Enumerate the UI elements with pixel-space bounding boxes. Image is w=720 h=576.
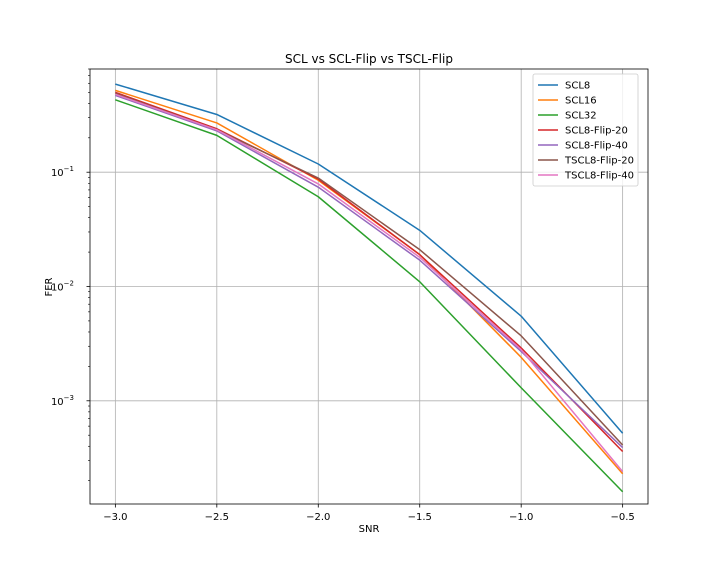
legend-label: SCL8 xyxy=(565,81,590,92)
x-tick-label: −2.0 xyxy=(306,512,330,523)
y-axis-title: FER xyxy=(44,277,55,296)
chart-title: SCL vs SCL-Flip vs TSCL-Flip xyxy=(285,52,453,66)
x-tick-label: −1.0 xyxy=(509,512,533,523)
x-tick-label: −2.5 xyxy=(205,512,229,523)
x-tick-label: −3.0 xyxy=(103,512,127,523)
x-tick-label: −0.5 xyxy=(610,512,634,523)
y-axis: 10−3 10−2 10−1 xyxy=(51,68,90,481)
series-lines xyxy=(115,83,624,493)
y-tick-label: 10−1 xyxy=(51,165,74,179)
grid xyxy=(90,69,648,504)
x-axis-title: SNR xyxy=(359,524,380,535)
legend-label: SCL16 xyxy=(565,96,597,107)
legend-label: SCL8-Flip-40 xyxy=(565,141,628,152)
y-tick-label: 10−3 xyxy=(51,394,74,408)
legend-label: TSCL8-Flip-40 xyxy=(564,171,634,182)
series-line-scl8 xyxy=(115,83,624,434)
x-axis: −3.0 −2.5 −2.0 −1.5 −1.0 −0.5 xyxy=(103,504,635,523)
legend: SCL8 SCL16 SCL32 SCL8-Flip-20 SCL8-Flip-40 TS… xyxy=(532,73,639,187)
series-line-scl8-flip-40 xyxy=(115,94,624,449)
series-line-scl8-flip-20 xyxy=(115,91,624,453)
legend-label: SCL32 xyxy=(565,111,597,122)
legend-label: SCL8-Flip-20 xyxy=(565,126,628,137)
x-tick-label: −1.5 xyxy=(408,512,432,523)
series-line-tscl8-flip-40 xyxy=(115,93,624,473)
series-line-scl32 xyxy=(115,99,624,493)
y-tick-label: 10−2 xyxy=(51,280,74,294)
legend-label: TSCL8-Flip-20 xyxy=(564,156,634,167)
legend-box xyxy=(532,73,639,187)
